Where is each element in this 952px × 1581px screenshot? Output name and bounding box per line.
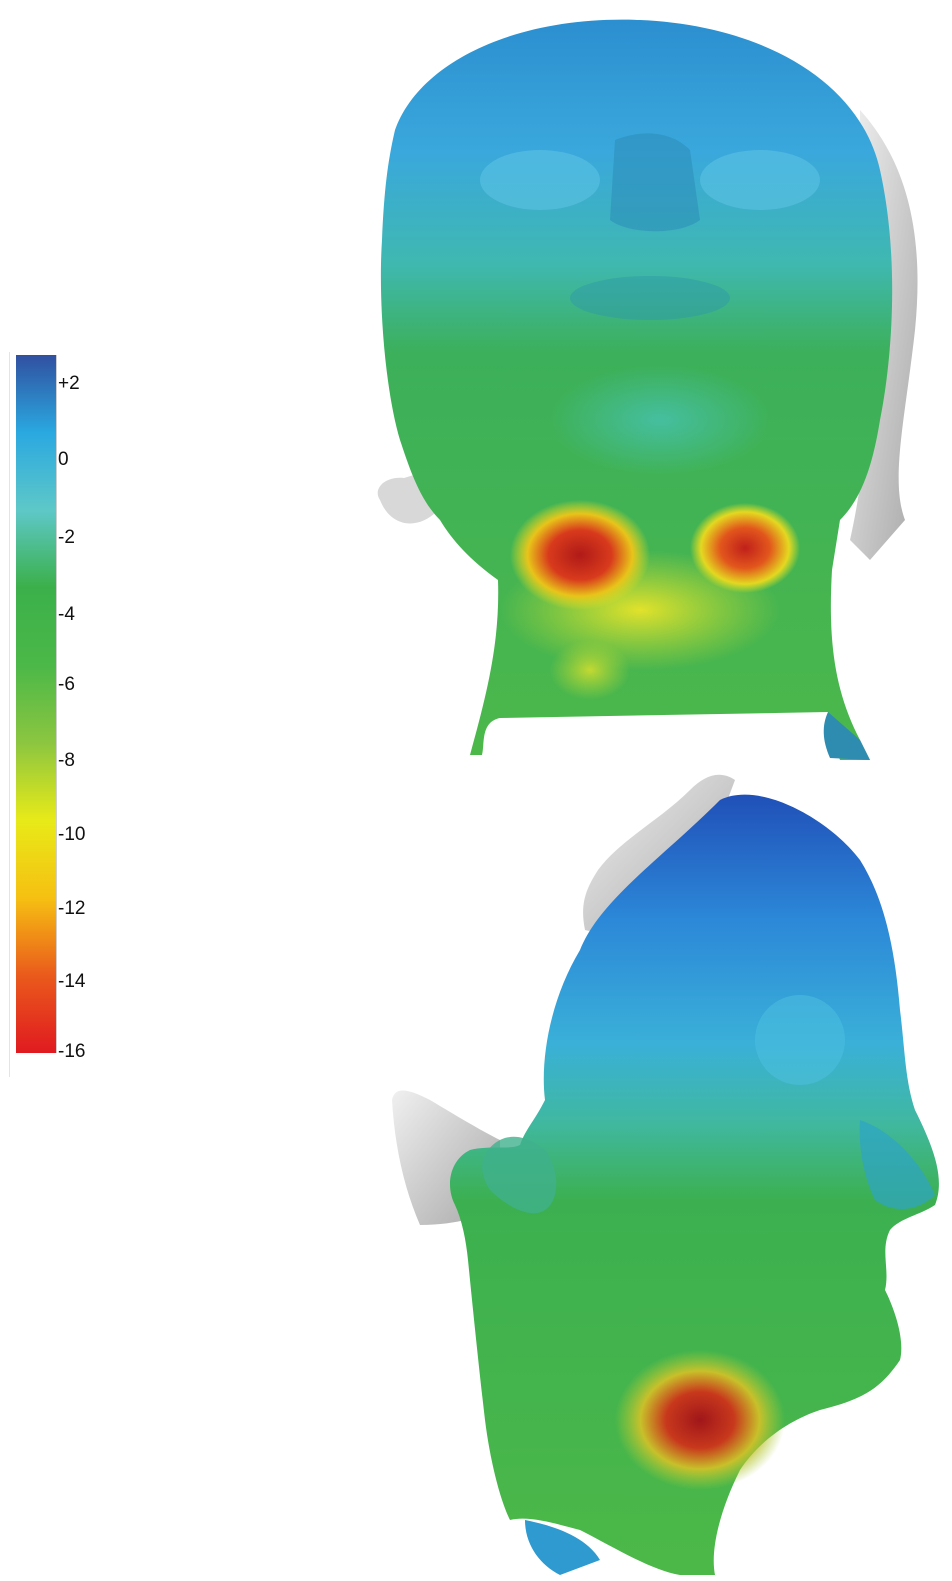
scale-label-minus4: -4 bbox=[58, 604, 75, 625]
lateral-neck-red bbox=[615, 1350, 785, 1490]
frontal-neck-red-left bbox=[510, 500, 650, 610]
scale-label-0: 0 bbox=[58, 449, 69, 470]
frontal-right-eye-area bbox=[700, 150, 820, 210]
lateral-hair-top bbox=[583, 774, 735, 931]
frontal-neck-yellow-low bbox=[550, 640, 630, 700]
lateral-shoulder bbox=[525, 1520, 600, 1575]
frontal-left-eye-area bbox=[480, 150, 600, 210]
scale-label-minus2: -2 bbox=[58, 527, 75, 548]
scale-label-minus6: -6 bbox=[58, 674, 75, 695]
scale-label-minus12: -12 bbox=[58, 898, 86, 919]
scale-label-plus2: +2 bbox=[58, 373, 80, 394]
lateral-face-surface bbox=[450, 794, 939, 1575]
lateral-ear bbox=[482, 1136, 557, 1214]
scale-label-minus8: -8 bbox=[58, 750, 75, 771]
scale-label-minus16: -16 bbox=[58, 1041, 86, 1062]
color-gradient-bar bbox=[16, 355, 57, 1053]
frontal-head-scan bbox=[377, 19, 918, 760]
lateral-eye-area bbox=[755, 995, 845, 1085]
legend-frame-line bbox=[9, 352, 10, 1077]
frontal-nose bbox=[610, 133, 700, 232]
scale-label-minus14: -14 bbox=[58, 971, 86, 992]
frontal-neck-red-right bbox=[690, 503, 800, 593]
lateral-nose bbox=[859, 1120, 935, 1210]
scale-label-minus10: -10 bbox=[58, 824, 86, 845]
lateral-head-scan bbox=[392, 774, 939, 1575]
frontal-shoulder-right bbox=[823, 712, 870, 760]
color-scale-legend: +2 0 -2 -4 -6 -8 -10 -12 -14 -16 bbox=[0, 0, 130, 1100]
frontal-chin bbox=[550, 365, 770, 475]
frontal-mouth bbox=[570, 276, 730, 320]
